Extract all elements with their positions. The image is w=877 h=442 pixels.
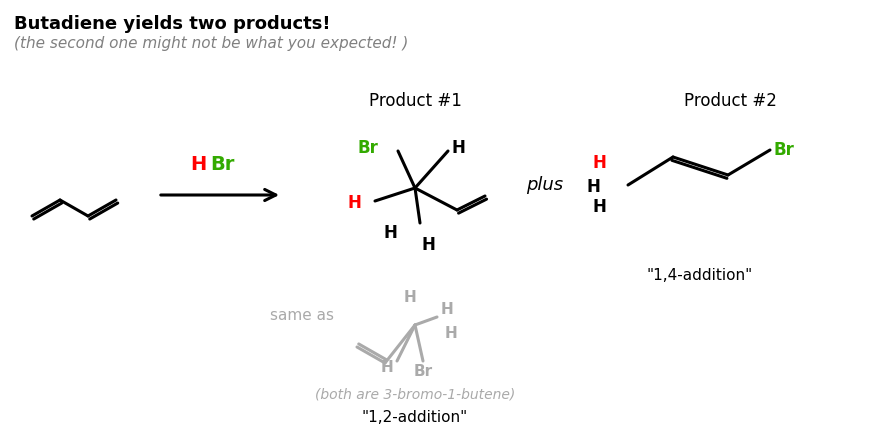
Text: (the second one might not be what you expected! ): (the second one might not be what you ex… [14,36,408,51]
Text: H: H [346,194,360,212]
Text: H: H [381,359,393,374]
Text: Br: Br [774,141,794,159]
Text: H: H [591,154,605,172]
Text: Br: Br [357,139,378,157]
Text: H: H [444,325,457,340]
Text: "1,4-addition": "1,4-addition" [646,268,752,283]
Text: Butadiene yields two products!: Butadiene yields two products! [14,15,330,33]
Text: H: H [403,290,416,305]
Text: same as: same as [270,308,333,323]
Text: H: H [586,178,599,196]
Text: H: H [440,302,453,317]
Text: Br: Br [210,155,234,174]
Text: H: H [190,155,207,174]
Text: H: H [382,224,396,242]
Text: H: H [591,198,605,216]
Text: H: H [452,139,466,157]
Text: Product #2: Product #2 [683,92,775,110]
Text: "1,2-addition": "1,2-addition" [361,410,467,425]
Text: Br: Br [413,363,432,378]
Text: H: H [421,236,434,254]
Text: (both are 3-bromo-1-butene): (both are 3-bromo-1-butene) [315,388,515,402]
Text: Product #1: Product #1 [368,92,461,110]
Text: plus: plus [526,176,563,194]
